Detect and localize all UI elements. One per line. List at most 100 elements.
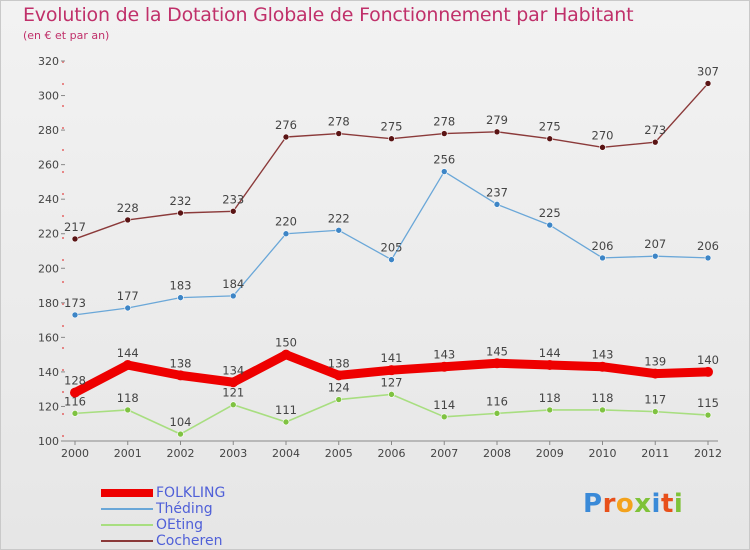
data-label: 118 bbox=[592, 391, 614, 405]
y-tick-label: 300 bbox=[38, 90, 59, 103]
y-tick-label: 180 bbox=[38, 297, 59, 310]
data-point bbox=[703, 366, 713, 377]
data-point bbox=[704, 80, 712, 87]
data-label: 177 bbox=[117, 289, 139, 303]
data-label: 217 bbox=[64, 220, 86, 234]
data-point bbox=[177, 430, 184, 438]
data-label: 273 bbox=[644, 123, 666, 137]
data-point bbox=[71, 410, 79, 417]
series-line-cocheren bbox=[74, 82, 709, 240]
legend-label: OEting bbox=[156, 517, 204, 533]
data-point bbox=[124, 304, 132, 312]
logo-letter: o bbox=[615, 489, 635, 519]
data-label: 206 bbox=[592, 239, 614, 253]
data-label: 115 bbox=[697, 396, 719, 410]
data-point bbox=[651, 138, 659, 146]
data-label: 141 bbox=[381, 351, 403, 365]
y-tick-label: 320 bbox=[38, 55, 59, 68]
y-tick-label: 220 bbox=[38, 228, 59, 241]
data-label: 207 bbox=[644, 237, 666, 251]
data-point bbox=[651, 252, 659, 260]
y-tick-label: 200 bbox=[38, 262, 59, 275]
legend-label: Cocheren bbox=[156, 533, 223, 549]
data-point bbox=[122, 360, 133, 370]
data-label: 121 bbox=[222, 386, 244, 400]
data-label: 143 bbox=[592, 348, 614, 362]
data-label: 233 bbox=[222, 192, 244, 206]
data-label: 138 bbox=[170, 356, 192, 370]
data-label: 150 bbox=[275, 336, 297, 350]
data-label: 228 bbox=[117, 201, 139, 215]
data-label: 116 bbox=[64, 394, 86, 408]
data-label: 118 bbox=[117, 391, 139, 405]
y-tick-label: 280 bbox=[38, 124, 59, 137]
data-point bbox=[281, 349, 291, 360]
legend-item: Cocheren bbox=[101, 533, 321, 549]
data-label: 237 bbox=[486, 185, 508, 199]
data-label: 183 bbox=[170, 279, 192, 293]
data-point bbox=[493, 410, 501, 417]
data-point bbox=[440, 168, 448, 175]
data-label: 205 bbox=[381, 241, 403, 255]
legend-swatch bbox=[101, 508, 153, 510]
data-label: 118 bbox=[539, 391, 561, 405]
data-point bbox=[599, 406, 606, 414]
data-label: 173 bbox=[64, 296, 86, 310]
data-label: 143 bbox=[433, 348, 455, 362]
data-point bbox=[386, 365, 397, 376]
logo-letter: x bbox=[634, 489, 652, 519]
data-point bbox=[544, 360, 555, 370]
y-tick-label: 140 bbox=[38, 366, 59, 379]
legend-item: Théding bbox=[101, 501, 321, 517]
data-label: 307 bbox=[697, 64, 719, 78]
data-point bbox=[124, 406, 132, 414]
data-label: 127 bbox=[381, 375, 403, 389]
x-tick-label: 2006 bbox=[378, 447, 406, 460]
data-label: 206 bbox=[697, 239, 719, 253]
data-point bbox=[124, 216, 132, 224]
data-point bbox=[597, 361, 608, 372]
chart-title: Evolution de la Dotation Globale de Fonc… bbox=[23, 4, 634, 26]
x-tick-label: 2000 bbox=[61, 447, 89, 460]
y-tick-label: 120 bbox=[38, 400, 59, 413]
data-point bbox=[546, 221, 554, 229]
data-point bbox=[440, 413, 448, 421]
data-label: 222 bbox=[328, 211, 350, 225]
y-tick-label: 100 bbox=[38, 435, 59, 448]
data-point bbox=[177, 294, 184, 301]
data-point bbox=[492, 358, 502, 369]
data-point bbox=[440, 130, 448, 137]
data-label: 116 bbox=[486, 394, 508, 408]
data-point bbox=[704, 254, 712, 262]
x-tick-label: 2001 bbox=[114, 447, 142, 460]
data-point bbox=[71, 235, 79, 243]
data-point bbox=[175, 370, 186, 381]
data-label: 124 bbox=[328, 381, 350, 395]
data-point bbox=[388, 256, 395, 263]
data-point bbox=[439, 361, 450, 372]
x-tick-label: 2008 bbox=[483, 447, 511, 460]
legend-item: FOLKLING bbox=[101, 485, 321, 501]
data-label: 128 bbox=[64, 374, 86, 388]
chart-subtitle: (en € et par an) bbox=[23, 29, 110, 42]
x-tick-label: 2004 bbox=[272, 447, 300, 460]
proxiti-logo: Proxiti bbox=[583, 489, 683, 519]
legend-label: FOLKLING bbox=[156, 485, 226, 501]
data-point bbox=[546, 135, 554, 143]
data-point bbox=[335, 396, 343, 403]
legend-swatch bbox=[101, 524, 153, 526]
data-label: 276 bbox=[275, 118, 297, 132]
x-tick-label: 2009 bbox=[536, 447, 564, 460]
y-tick-label: 160 bbox=[38, 331, 59, 344]
data-label: 144 bbox=[539, 346, 561, 360]
legend-swatch bbox=[101, 489, 153, 497]
x-tick-label: 2012 bbox=[694, 447, 722, 460]
data-label: 111 bbox=[275, 403, 297, 417]
data-label: 114 bbox=[433, 398, 455, 412]
data-point bbox=[70, 387, 80, 398]
legend-label: Théding bbox=[156, 501, 213, 517]
data-point bbox=[282, 418, 290, 426]
y-tick-label: 240 bbox=[38, 193, 59, 206]
data-label: 220 bbox=[275, 215, 297, 229]
data-point bbox=[388, 135, 395, 143]
